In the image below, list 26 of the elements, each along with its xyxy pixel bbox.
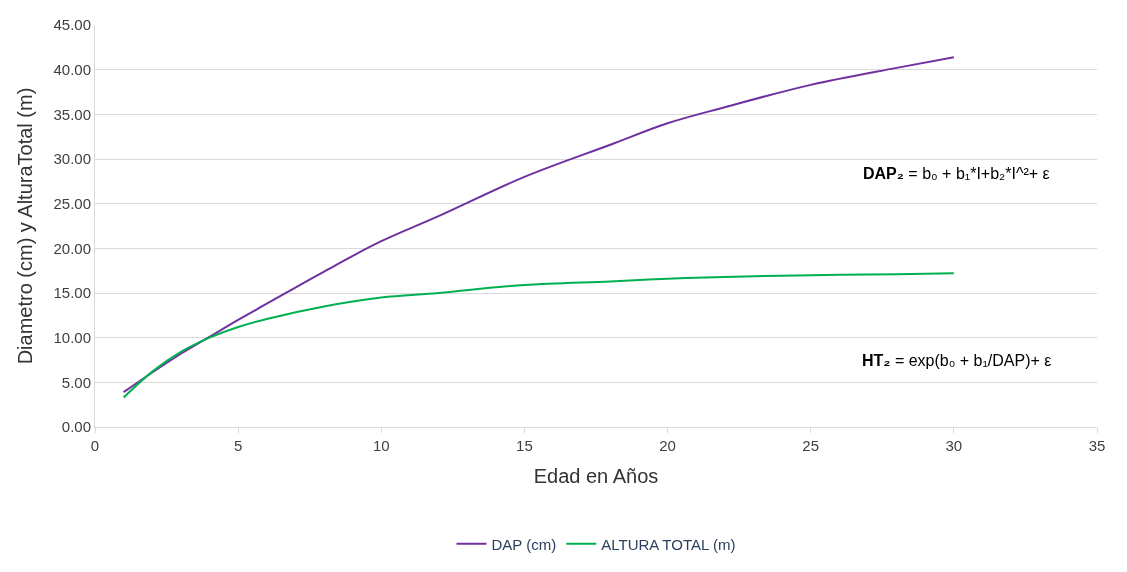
y-tick-label: 30.00 xyxy=(53,150,91,168)
x-tick-label: 35 xyxy=(1088,437,1106,454)
x-tick-label: 10 xyxy=(372,437,390,454)
y-tick-label: 40.00 xyxy=(53,60,91,78)
x-tick-label: 0 xyxy=(90,437,100,454)
y-tick-label: 5.00 xyxy=(61,373,91,391)
x-tick-label: 5 xyxy=(233,437,243,454)
y-tick-label: 25.00 xyxy=(53,194,91,212)
annotation: HT₂ = exp(b₀ + b₁/DAP)+ ε xyxy=(862,352,1052,369)
legend-label: ALTURA TOTAL (m) xyxy=(601,535,736,553)
y-tick-label: 15.00 xyxy=(53,284,91,302)
y-tick-label: 10.00 xyxy=(53,328,91,346)
x-tick-label: 25 xyxy=(802,437,820,454)
x-tick-label: 15 xyxy=(516,437,533,454)
line-series xyxy=(122,272,955,399)
x-tick-label: 30 xyxy=(945,437,963,454)
line-series xyxy=(122,56,955,394)
y-tick-label: 35.00 xyxy=(53,105,91,123)
legend-label: DAP (cm) xyxy=(491,535,557,553)
y-axis-title: Diametro (cm) y AlturaTotal (m) xyxy=(13,87,36,365)
x-axis-title: Edad en Años xyxy=(533,464,659,487)
annotation: DAP₂ = b₀ + b₁*I+b₂*I^²+ ε xyxy=(863,165,1050,182)
y-tick-label: 45.00 xyxy=(53,16,91,34)
x-tick-label: 20 xyxy=(659,437,676,454)
y-tick-label: 20.00 xyxy=(53,239,91,257)
y-tick-label: 0.00 xyxy=(61,418,91,436)
